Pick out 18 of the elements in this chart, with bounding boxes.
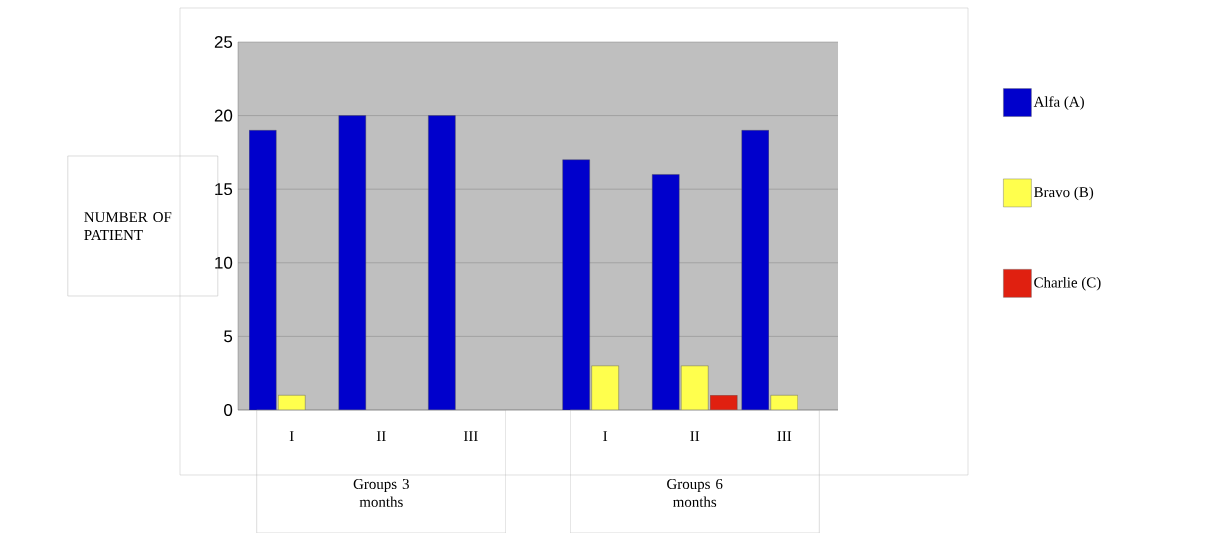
y-tick-label: 25 <box>214 35 233 48</box>
x-tick-label: I <box>603 431 608 441</box>
x-tick-label: II <box>690 431 700 441</box>
y-tick-label: 15 <box>215 183 233 196</box>
legend-label: Bravo (B) <box>1034 186 1094 201</box>
x-tick-label: I <box>289 431 294 441</box>
text: Groups 6 months <box>667 478 723 507</box>
x-tick-label: III <box>777 431 792 441</box>
y-tick-label: 5 <box>224 330 233 343</box>
y-axis-title: NUMBER OF PATIENT <box>84 211 172 240</box>
x-tick-label: II <box>376 431 386 441</box>
y-tick-label: 0 <box>224 403 233 416</box>
legend-label: Alfa (A) <box>1033 96 1084 110</box>
y-tick-label: 20 <box>214 109 233 122</box>
text: Groups 3 months <box>353 478 409 507</box>
x-tick-label: III <box>463 431 478 441</box>
legend-label: Charlie (C) <box>1034 276 1101 291</box>
y-tick-label: 10 <box>215 256 233 269</box>
